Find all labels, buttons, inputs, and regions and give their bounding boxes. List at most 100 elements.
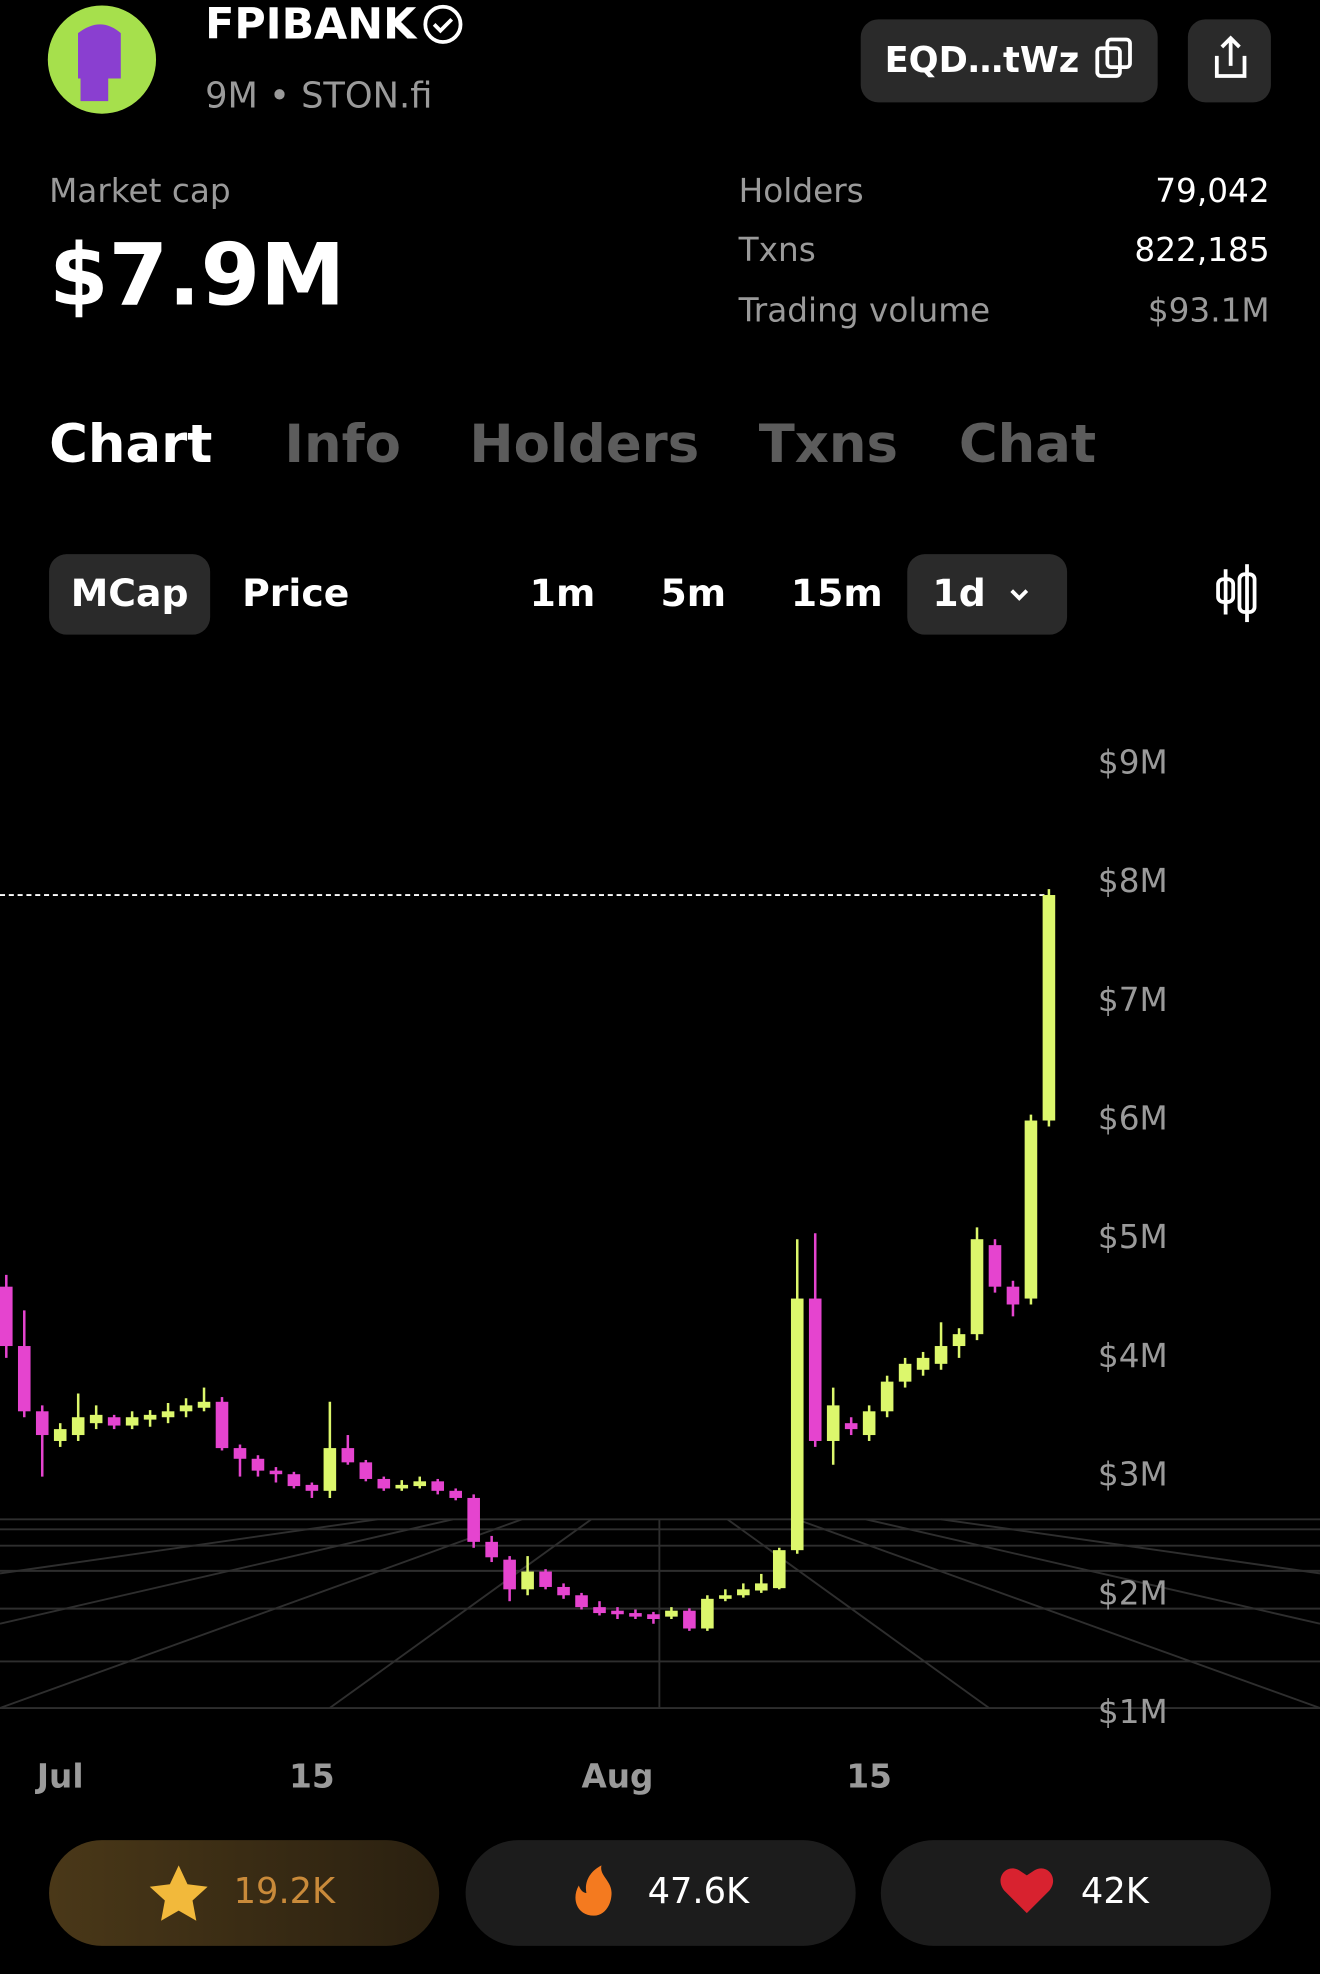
address-button[interactable]: [860, 19, 1158, 103]
candle-body: [17, 1346, 31, 1412]
candle-body: [161, 1411, 175, 1418]
tab[interactable]: Info: [284, 414, 401, 475]
market-cap-label: Market cap: [49, 172, 231, 210]
candle-body: [772, 1550, 786, 1589]
interval-option[interactable]: 15m: [791, 571, 883, 615]
candle-body: [880, 1381, 894, 1412]
holders: 79,042: [1155, 172, 1269, 210]
candle-body: [305, 1484, 319, 1491]
candle-body: [215, 1401, 229, 1449]
y-tick-label: $7M: [1098, 981, 1168, 1019]
candle-body: [377, 1478, 391, 1489]
tab[interactable]: Txns: [759, 414, 898, 475]
chart-type-button[interactable]: [1216, 564, 1257, 623]
interval-option[interactable]: 1d: [932, 571, 985, 615]
chart: $1M $2M $3M $4M $5M $6M $7M $8M $9M Jul 15 Aug 15: [0, 743, 1168, 1795]
address: EQD…tWz: [885, 40, 1080, 81]
reaction-count: 47.6K: [648, 1871, 750, 1912]
candle-body: [611, 1610, 624, 1615]
x-tick-label: Jul: [35, 1757, 84, 1795]
candle-body: [808, 1298, 822, 1441]
candle-body: [844, 1423, 858, 1430]
floor-grid: [0, 1518, 1320, 1709]
reaction-count: 19.2K: [234, 1871, 336, 1912]
holders-label: Holders: [739, 172, 864, 210]
fire-icon: [575, 1865, 612, 1916]
candle-body: [503, 1559, 516, 1590]
y-tick-label: $2M: [1098, 1574, 1168, 1612]
candle-body: [89, 1414, 103, 1424]
candle-body: [755, 1583, 768, 1591]
token-name: FPIBANK: [205, 0, 418, 49]
tab[interactable]: Chat: [959, 414, 1096, 475]
y-tick-label: $1M: [1098, 1693, 1168, 1731]
candle-body: [701, 1598, 714, 1629]
volume-label: Trading volume: [738, 292, 991, 330]
candle-body: [323, 1448, 337, 1491]
volume: $93.1M: [1148, 292, 1270, 330]
reaction-button[interactable]: [880, 1840, 1271, 1946]
verified-icon: [423, 4, 463, 44]
heart-icon: [1000, 1868, 1054, 1914]
tab[interactable]: Holders: [469, 414, 699, 475]
mode-option[interactable]: Price: [242, 571, 349, 615]
token-subtitle: 9M • STON.fi: [205, 75, 432, 116]
verified-check: [432, 18, 454, 34]
candle-body: [71, 1417, 85, 1436]
reaction-count: 42K: [1081, 1871, 1150, 1912]
candle-body: [916, 1357, 930, 1370]
candle-body: [575, 1595, 588, 1608]
mode-pill[interactable]: [49, 554, 211, 635]
mode-option[interactable]: MCap: [71, 571, 189, 615]
candle-body: [359, 1462, 373, 1479]
interval-pill[interactable]: [907, 554, 1068, 635]
y-tick-label: $6M: [1098, 1100, 1168, 1138]
candle-body: [1006, 1286, 1020, 1305]
candle-body: [35, 1411, 49, 1436]
candle-body: [934, 1346, 948, 1364]
candle-body: [862, 1411, 876, 1436]
candle-body: [988, 1245, 1002, 1287]
candle-body: [952, 1334, 966, 1347]
candle-body: [0, 1286, 13, 1347]
candle-body: [467, 1497, 480, 1542]
star-icon: [149, 1865, 208, 1921]
avatar-figure: [78, 24, 121, 102]
candle-body: [341, 1448, 355, 1463]
candle-body: [449, 1490, 462, 1498]
y-tick-label: $8M: [1098, 862, 1168, 900]
candle-body: [790, 1298, 804, 1551]
interval-option[interactable]: 5m: [661, 571, 727, 615]
candle-body: [557, 1586, 570, 1596]
tab[interactable]: Chart: [49, 414, 212, 475]
interval-option[interactable]: 1m: [530, 571, 596, 615]
candle-body: [826, 1405, 840, 1441]
candle-body: [53, 1429, 67, 1441]
x-tick-label: 15: [846, 1757, 892, 1795]
copy-icon: [1105, 37, 1132, 70]
candle-body: [1042, 895, 1056, 1121]
candle-body: [1024, 1120, 1038, 1299]
x-tick-label: Aug: [581, 1757, 653, 1795]
candle-body: [413, 1481, 427, 1487]
reaction-button[interactable]: [49, 1840, 440, 1946]
candle-body: [737, 1589, 750, 1596]
x-tick-label: 15: [289, 1757, 335, 1795]
candle-body: [593, 1607, 606, 1614]
y-tick-label: $9M: [1098, 743, 1168, 781]
candle-body: [107, 1417, 121, 1426]
candle-body: [269, 1470, 283, 1475]
candle-body: [719, 1595, 732, 1599]
candle-body: [395, 1484, 409, 1489]
candle-body: [898, 1363, 912, 1382]
candle-body: [143, 1414, 157, 1420]
share-icon: [1214, 35, 1247, 78]
market-cap: $7.9M: [49, 227, 345, 326]
candle-body: [251, 1458, 265, 1471]
y-tick-label: $3M: [1098, 1456, 1168, 1494]
reaction-button[interactable]: [465, 1840, 856, 1946]
candle-body: [179, 1405, 193, 1412]
candle-body: [287, 1474, 301, 1487]
